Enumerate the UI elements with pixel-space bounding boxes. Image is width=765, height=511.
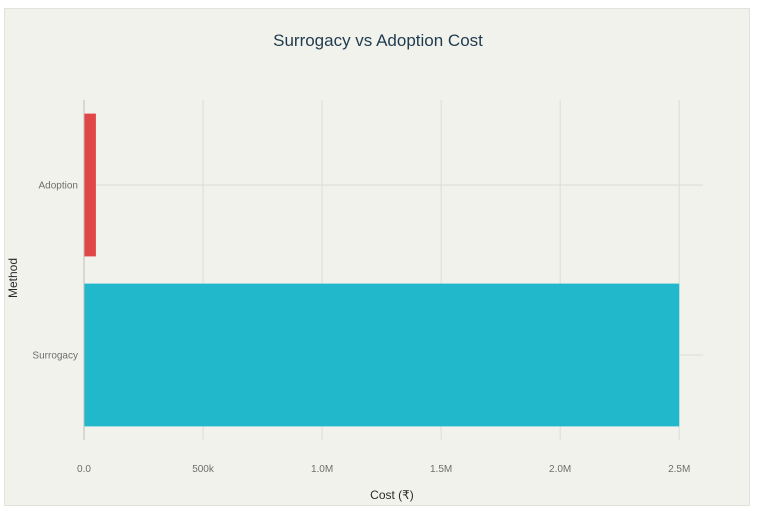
- x-tick-label: 1.0M: [311, 464, 333, 475]
- y-tick-label: Adoption: [39, 181, 78, 192]
- chart-title: Surrogacy vs Adoption Cost: [273, 31, 483, 50]
- x-axis-title: Cost (₹): [370, 488, 414, 502]
- y-axis-title: Method: [6, 258, 20, 298]
- x-tick-labels: 0.0 500k 1.0M 1.5M 2.0M 2.5M: [77, 464, 690, 475]
- bar-surrogacy[interactable]: [84, 283, 680, 427]
- x-tick-label: 0.0: [77, 464, 91, 475]
- bars: [84, 113, 680, 427]
- x-tick-label: 2.0M: [549, 464, 571, 475]
- y-tick-labels: Adoption Surrogacy: [32, 181, 78, 362]
- bar-adoption[interactable]: [84, 113, 96, 257]
- x-tick-label: 1.5M: [430, 464, 452, 475]
- x-tick-label: 500k: [192, 464, 215, 475]
- x-tick-label: 2.5M: [668, 464, 690, 475]
- y-tick-label: Surrogacy: [32, 351, 78, 362]
